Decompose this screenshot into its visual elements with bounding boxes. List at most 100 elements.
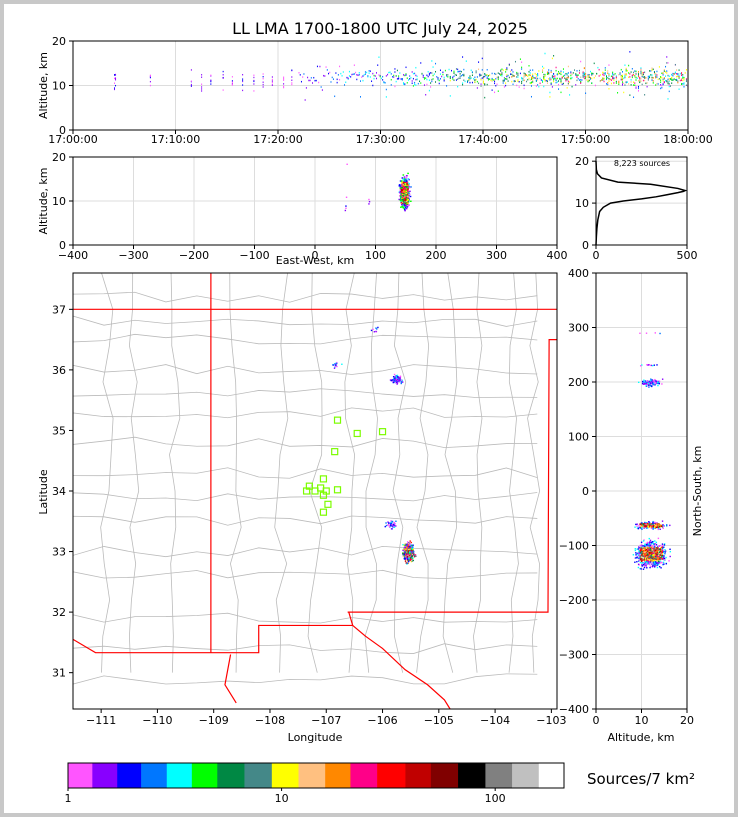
time-source: [625, 74, 627, 76]
plan-source: [411, 553, 413, 556]
time-source: [505, 68, 507, 71]
northsouth-source: [649, 522, 651, 524]
northsouth-source: [642, 552, 644, 555]
colorbar-cell: [141, 763, 168, 788]
colorbar-cell: [244, 763, 273, 788]
northsouth-source: [641, 554, 643, 556]
plan-source: [410, 554, 412, 556]
plan-source: [410, 558, 412, 561]
time-source: [562, 75, 564, 77]
time-source: [537, 77, 539, 80]
time-source: [190, 69, 192, 71]
lma-stations: [302, 416, 387, 516]
northsouth-source: [639, 567, 642, 570]
northsouth-source: [648, 547, 650, 549]
plan-source: [399, 380, 402, 382]
northsouth-source: [648, 545, 650, 548]
time-source: [383, 81, 385, 83]
colorbar-cell: [298, 763, 326, 788]
time-source: [437, 78, 439, 81]
time-source: [401, 79, 403, 81]
northsouth-source: [664, 552, 666, 555]
time-source: [549, 96, 551, 98]
northsouth-source: [659, 553, 661, 555]
time-source: [377, 64, 379, 66]
time-source: [665, 79, 667, 82]
plan-source: [408, 557, 410, 560]
northsouth-tick-label: −100: [559, 540, 589, 553]
time-source: [480, 78, 482, 81]
time-source: [548, 69, 550, 71]
time-source: [607, 70, 609, 72]
colorbar-tick-label: 10: [275, 792, 289, 805]
time-source: [559, 72, 561, 75]
northsouth-source: [637, 563, 640, 566]
time-source: [676, 69, 678, 71]
time-source: [661, 84, 663, 87]
time-source: [578, 69, 580, 72]
time-source: [637, 74, 639, 76]
time-source: [551, 86, 553, 88]
northsouth-source: [656, 555, 658, 557]
time-source: [457, 70, 459, 73]
northsouth-source: [661, 561, 663, 564]
time-source: [682, 74, 684, 76]
time-source: [543, 67, 545, 69]
time-source: [231, 80, 233, 82]
northsouth-source: [656, 526, 658, 529]
eastwest-source: [407, 201, 410, 203]
time-source: [683, 86, 685, 88]
time-source: [661, 76, 663, 79]
northsouth-source: [645, 546, 648, 548]
time-source: [494, 78, 496, 81]
time-source: [323, 74, 325, 77]
time-source: [454, 73, 456, 76]
plan-source: [411, 558, 413, 560]
time-source: [576, 75, 578, 78]
time-source: [631, 74, 633, 77]
eastwest-source: [400, 191, 403, 194]
time-source: [356, 78, 358, 81]
northsouth-source: [652, 550, 654, 552]
county-line: [73, 545, 538, 558]
plan-source: [407, 562, 409, 565]
time-source: [425, 77, 427, 79]
northsouth-source: [646, 554, 648, 557]
time-source: [539, 77, 541, 80]
northsouth-source: [639, 561, 642, 564]
time-source: [302, 76, 304, 78]
northsouth-source: [651, 364, 654, 367]
northsouth-source: [645, 543, 648, 546]
time-source: [372, 84, 374, 87]
time-source: [362, 75, 364, 77]
northsouth-source: [653, 565, 655, 567]
time-source: [502, 69, 504, 72]
time-source: [558, 73, 560, 75]
northsouth-source: [652, 561, 655, 563]
time-source: [423, 84, 425, 86]
northsouth-source: [648, 556, 650, 559]
latitude-tick-label: 33: [52, 546, 66, 559]
time-source: [544, 73, 546, 76]
time-source: [561, 83, 563, 85]
time-source: [501, 71, 503, 74]
time-source: [612, 71, 614, 74]
histogram-tick-label: 0: [582, 239, 589, 252]
time-source: [618, 83, 620, 86]
northsouth-source: [644, 561, 647, 564]
time-source: [580, 76, 582, 79]
altitude-time-ylabel: Altitude, km: [37, 52, 50, 119]
northsouth-source: [659, 561, 662, 563]
time-source: [562, 68, 564, 70]
eastwest-source: [405, 177, 408, 179]
time-source: [523, 74, 525, 76]
eastwest-tick-label: 0: [312, 249, 319, 262]
eastwest-source: [402, 206, 404, 209]
plan-source: [396, 383, 398, 385]
time-source: [353, 64, 355, 66]
time-source: [465, 60, 467, 62]
plan-source: [332, 364, 334, 366]
time-source: [320, 86, 322, 88]
time-source: [428, 72, 430, 75]
time-source: [637, 87, 639, 90]
